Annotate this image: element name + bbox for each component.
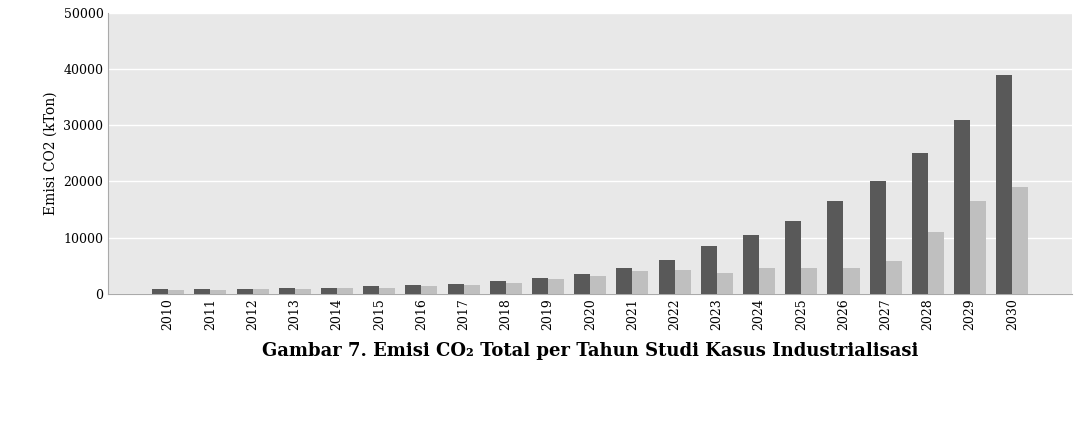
Bar [701,246,717,294]
Bar [590,276,606,294]
Bar [954,120,970,294]
Bar [912,153,928,294]
Bar [675,270,691,294]
Bar [658,260,675,294]
Bar [970,201,987,294]
Bar [363,286,379,294]
Bar [548,279,564,294]
Bar [870,181,886,294]
Bar [743,235,759,294]
Bar [827,201,844,294]
Bar [321,288,337,294]
Bar [405,285,421,294]
Bar [532,278,548,294]
Bar [996,75,1013,294]
Bar [801,268,818,294]
Bar [759,268,775,294]
Bar [152,289,168,294]
Bar [616,268,632,294]
Bar [210,290,226,294]
Bar [236,289,252,294]
Bar [252,289,269,294]
Bar [574,274,590,294]
Bar [337,288,353,294]
Bar [632,271,649,294]
Bar [421,286,438,294]
Bar [194,289,210,294]
Bar [464,285,480,294]
Bar [447,284,464,294]
Bar [506,283,522,294]
Bar [278,288,295,294]
X-axis label: Gambar 7. Emisi CO₂ Total per Tahun Studi Kasus Industrialisasi: Gambar 7. Emisi CO₂ Total per Tahun Stud… [262,342,918,359]
Bar [295,289,311,294]
Bar [379,288,395,294]
Bar [168,290,184,294]
Bar [1013,187,1029,294]
Bar [717,273,733,294]
Bar [785,221,801,294]
Bar [844,268,860,294]
Bar [490,281,506,294]
Bar [928,232,944,294]
Y-axis label: Emisi CO2 (kTon): Emisi CO2 (kTon) [44,92,57,215]
Bar [886,261,902,294]
